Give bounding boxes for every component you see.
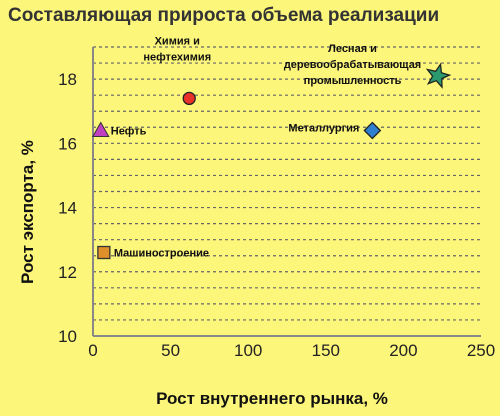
y-tick-label: 12: [58, 263, 77, 282]
x-tick-label: 100: [234, 341, 262, 360]
grid-lines: [93, 46, 481, 321]
x-tick-label: 50: [161, 341, 180, 360]
diamond-marker: [363, 121, 382, 140]
x-tick-label: 200: [389, 341, 417, 360]
point-label: Нефть: [111, 125, 147, 137]
data-points: Химия и нефтехимия Лесная и деревообрабатыв…: [91, 35, 452, 260]
axes: [92, 47, 481, 337]
x-tick-label: 0: [88, 341, 97, 360]
data-point: Нефть: [91, 121, 147, 137]
y-axis-title: Рост экспорта, %: [18, 140, 37, 284]
point-label: нефтехимия: [143, 51, 211, 63]
point-label: промышленность: [304, 75, 402, 87]
y-tick-label: 16: [58, 134, 77, 153]
data-point: Металлургия: [288, 121, 382, 140]
x-axis-title: Рост внутреннего рынка, %: [156, 389, 388, 408]
y-tick-label: 18: [58, 70, 77, 89]
chart-title: Составляющая прироста объема реализации: [8, 5, 439, 26]
data-point: Химия и нефтехимия: [143, 35, 211, 106]
point-label: Металлургия: [288, 122, 359, 134]
circle-marker: [182, 91, 196, 106]
point-label: Машиностроение: [114, 248, 209, 260]
point-label: Лесная и: [328, 43, 377, 55]
x-tick-label: 250: [467, 341, 495, 360]
data-point: Лесная и деревообрабатывающая промышленнос…: [284, 43, 452, 89]
star-marker: [425, 62, 452, 89]
y-tick-label: 10: [58, 327, 77, 346]
x-tick-label: 150: [312, 341, 340, 360]
data-point: Машиностроение: [97, 245, 209, 260]
square-marker: [97, 245, 111, 260]
x-tick-labels: 0 50 100 150 200 250: [88, 341, 495, 360]
point-label: деревообрабатывающая: [284, 59, 421, 71]
point-label: Химия и: [155, 35, 200, 47]
triangle-marker: [91, 121, 110, 137]
y-tick-label: 14: [58, 199, 77, 218]
y-tick-labels: 10 12 14 16 18: [58, 70, 77, 346]
